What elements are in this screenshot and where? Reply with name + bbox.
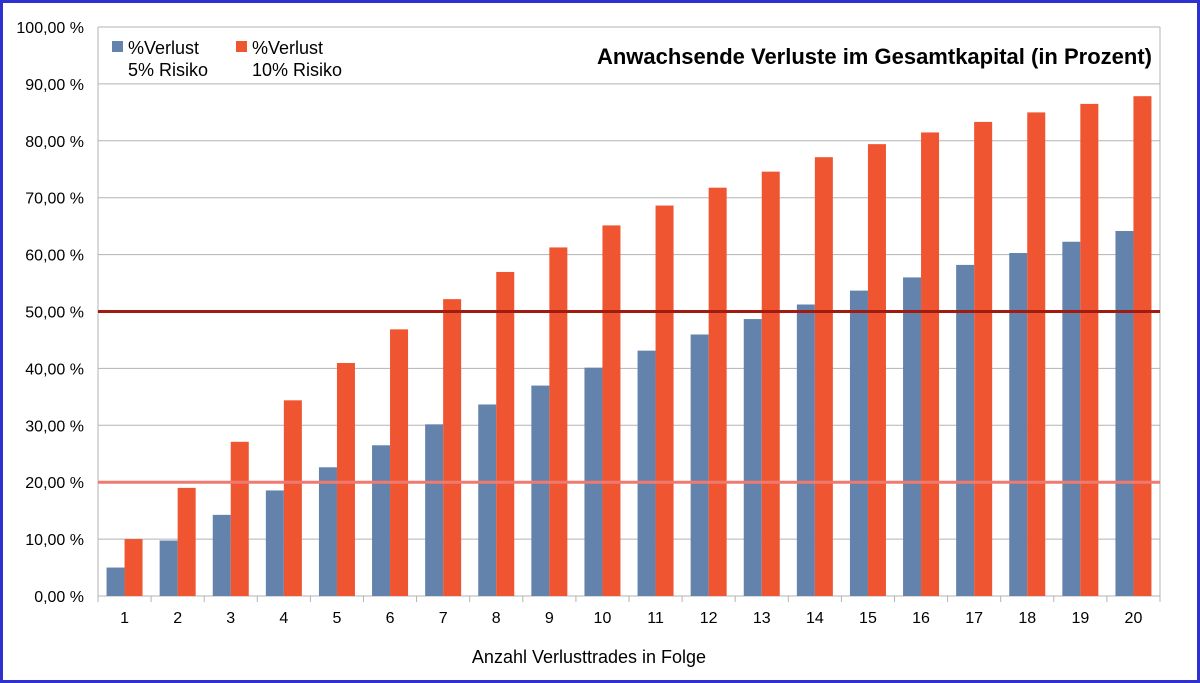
bar-10pct-7 xyxy=(443,299,462,596)
bar-10pct-5 xyxy=(336,362,355,596)
x-tick-label: 10 xyxy=(594,610,612,627)
x-tick-label: 7 xyxy=(439,610,448,627)
bar-5pct-17 xyxy=(956,264,975,596)
x-tick-label: 8 xyxy=(492,610,501,627)
legend-label: 10% Risiko xyxy=(252,60,342,80)
x-tick-label: 1 xyxy=(120,610,129,627)
bar-5pct-16 xyxy=(903,277,922,596)
bar-5pct-8 xyxy=(478,404,497,596)
y-tick-label: 10,00 % xyxy=(25,532,84,549)
legend-swatch xyxy=(236,41,247,52)
x-tick-label: 4 xyxy=(279,610,288,627)
x-tick-label: 2 xyxy=(173,610,182,627)
bar-5pct-18 xyxy=(1009,253,1028,596)
x-tick-label: 6 xyxy=(386,610,395,627)
legend-label: %Verlust xyxy=(128,38,199,58)
x-tick-label: 12 xyxy=(700,610,718,627)
y-tick-label: 40,00 % xyxy=(25,361,84,378)
bar-5pct-1 xyxy=(106,567,125,596)
chart-title: Anwachsende Verluste im Gesamtkapital (i… xyxy=(597,44,1152,69)
y-tick-label: 60,00 % xyxy=(25,248,84,265)
bar-10pct-1 xyxy=(124,539,143,596)
x-tick-label: 20 xyxy=(1125,610,1143,627)
bar-5pct-12 xyxy=(690,334,709,596)
bar-5pct-4 xyxy=(265,490,284,596)
bar-10pct-18 xyxy=(1027,112,1046,597)
y-axis-ticks: 0,00 % 10,00 % 20,00 % 30,00 % 40,00 % 50,00 … xyxy=(16,20,84,606)
bar-10pct-2 xyxy=(177,487,196,596)
y-tick-label: 80,00 % xyxy=(25,134,84,151)
legend-label: %Verlust xyxy=(252,38,323,58)
y-tick-label: 90,00 % xyxy=(25,77,84,94)
x-axis-ticks: 1 2 3 4 5 6 7 8 9 10 11 12 13 14 15 16 17 18 19 20 xyxy=(120,596,1161,627)
y-tick-label: 100,00 % xyxy=(16,20,84,37)
x-tick-label: 5 xyxy=(332,610,341,627)
bar-5pct-19 xyxy=(1062,241,1081,596)
x-tick-label: 15 xyxy=(859,610,877,627)
bar-10pct-8 xyxy=(496,271,515,596)
legend-label: 5% Risiko xyxy=(128,60,208,80)
bar-10pct-15 xyxy=(867,144,886,596)
bar-5pct-14 xyxy=(796,304,815,596)
bar-10pct-17 xyxy=(974,121,993,596)
bar-10pct-6 xyxy=(390,329,409,596)
bar-10pct-10 xyxy=(602,225,621,597)
reference-lines xyxy=(98,310,1160,484)
bar-5pct-9 xyxy=(531,385,550,596)
bar-10pct-16 xyxy=(921,132,940,596)
y-tick-label: 20,00 % xyxy=(25,475,84,492)
bar-5pct-5 xyxy=(318,467,337,596)
bar-10pct-13 xyxy=(761,171,780,596)
y-tick-label: 70,00 % xyxy=(25,191,84,208)
x-tick-label: 16 xyxy=(912,610,930,627)
bar-5pct-2 xyxy=(159,540,178,596)
y-tick-label: 50,00 % xyxy=(25,305,84,322)
bar-10pct-20 xyxy=(1133,96,1152,596)
x-tick-label: 17 xyxy=(965,610,983,627)
gridlines xyxy=(97,26,1161,602)
x-tick-label: 18 xyxy=(1018,610,1036,627)
x-tick-label: 3 xyxy=(226,610,235,627)
y-tick-label: 30,00 % xyxy=(25,418,84,435)
bar-5pct-11 xyxy=(637,350,656,596)
x-tick-label: 14 xyxy=(806,610,824,627)
bar-10pct-12 xyxy=(708,187,727,596)
bar-10pct-14 xyxy=(814,157,833,596)
bar-10pct-4 xyxy=(283,400,302,596)
bars xyxy=(106,96,1152,597)
legend-swatch xyxy=(112,41,123,52)
bar-10pct-11 xyxy=(655,205,674,597)
bar-10pct-3 xyxy=(230,441,249,596)
x-axis-label: Anzahl Verlusttrades in Folge xyxy=(472,647,706,667)
bar-5pct-13 xyxy=(743,319,762,596)
bar-5pct-3 xyxy=(212,514,231,596)
bar-5pct-6 xyxy=(372,445,391,596)
bar-5pct-7 xyxy=(425,424,444,596)
bar-5pct-20 xyxy=(1115,230,1134,596)
bar-10pct-9 xyxy=(549,247,568,596)
bar-10pct-19 xyxy=(1080,103,1099,597)
x-tick-label: 11 xyxy=(647,610,664,627)
bar-5pct-15 xyxy=(849,290,868,596)
x-tick-label: 9 xyxy=(545,610,554,627)
y-tick-label: 0,00 % xyxy=(34,589,84,606)
x-tick-label: 19 xyxy=(1071,610,1089,627)
x-tick-label: 13 xyxy=(753,610,771,627)
